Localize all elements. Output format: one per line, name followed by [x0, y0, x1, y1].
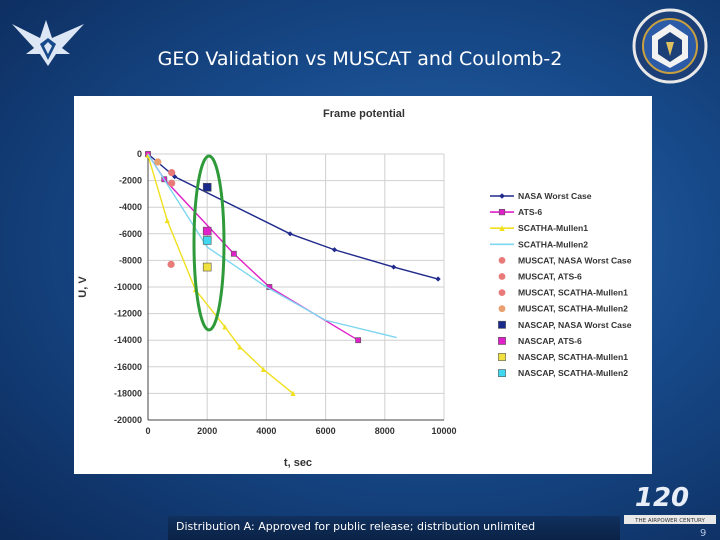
data-point-marker	[237, 344, 243, 350]
y-tick-label: -12000	[114, 309, 142, 319]
legend-entry-label: NASCAP, SCATHA-Mullen1	[518, 352, 628, 362]
validation-point-marker	[202, 262, 212, 272]
y-tick-label: -4000	[119, 202, 142, 212]
legend-swatch-marker	[498, 257, 506, 264]
data-point-marker	[391, 264, 397, 270]
legend-swatch-marker	[498, 305, 506, 313]
footer-bar	[168, 516, 620, 540]
data-point-marker	[230, 250, 237, 257]
legend-swatch-marker	[498, 337, 506, 345]
legend-entry-label: SCATHA-Mullen2	[518, 239, 588, 249]
page-number: 9	[700, 528, 707, 539]
series-line	[147, 153, 397, 339]
anniversary-caption: THE AIRPOWER CENTURY	[634, 518, 705, 524]
validation-point-marker	[167, 260, 175, 268]
legend-entry-label: ATS-6	[518, 207, 542, 217]
legend-entry-label: MUSCAT, SCATHA-Mullen1	[518, 288, 628, 298]
validation-point-marker	[168, 169, 176, 177]
legend-entry-label: NASCAP, NASA Worst Case	[518, 320, 632, 330]
x-tick-label: 10000	[431, 426, 456, 436]
anniversary-120-logo: 120 THE AIRPOWER CENTURY	[624, 483, 716, 524]
legend-entry-label: NASCAP, ATS-6	[518, 336, 582, 346]
highlight-ellipse	[192, 154, 226, 332]
frame-potential-chart: Frame potential t, sec U, V 0 -2000 -4000 -…	[77, 108, 632, 469]
legend-swatch-marker	[498, 369, 506, 377]
air-force-wings-logo	[12, 20, 84, 66]
validation-point-marker	[168, 179, 176, 187]
legend-swatch-marker	[498, 273, 506, 280]
validation-point-marker	[202, 236, 212, 245]
legend-entry-label: NASCAP, SCATHA-Mullen2	[518, 368, 628, 378]
x-axis-label: t, sec	[284, 457, 312, 469]
legend-swatch-marker	[499, 225, 505, 231]
y-axis-label: U, V	[77, 276, 89, 298]
legend-swatch-marker	[499, 193, 505, 199]
legend-entry-label: MUSCAT, ATS-6	[518, 272, 582, 282]
legend-swatch-marker	[498, 289, 506, 296]
legend-entry-label: SCATHA-Mullen1	[518, 223, 588, 233]
data-point-marker	[435, 276, 441, 282]
x-tick-label: 4000	[256, 426, 276, 436]
validation-point-marker	[202, 182, 212, 192]
y-tick-label: -6000	[119, 229, 142, 239]
legend-entry-label: MUSCAT, SCATHA-Mullen2	[518, 304, 628, 314]
data-point-marker	[260, 366, 267, 373]
data-point-marker	[287, 231, 293, 237]
distribution-statement: Distribution A: Approved for public rele…	[176, 520, 536, 533]
x-tick-label: 6000	[316, 426, 336, 436]
data-point-marker	[355, 337, 362, 344]
legend-entry-label: NASA Worst Case	[518, 191, 592, 201]
x-tick-label: 8000	[375, 426, 395, 436]
y-tick-label: 0	[137, 149, 142, 159]
y-tick-label: -10000	[114, 282, 142, 292]
y-tick-label: -8000	[119, 255, 142, 265]
validation-point-marker	[154, 158, 162, 166]
y-tick-label: -18000	[114, 388, 142, 398]
slide-title: GEO Validation vs MUSCAT and Coulomb-2	[157, 48, 563, 70]
legend-entry-label: MUSCAT, NASA Worst Case	[518, 255, 632, 265]
x-tick-label: 2000	[197, 426, 217, 436]
anniversary-120-text: 120	[635, 483, 689, 513]
data-point-marker	[222, 324, 228, 330]
legend-swatch-marker	[498, 209, 506, 216]
chart-title: Frame potential	[323, 108, 405, 120]
validation-point-marker	[202, 226, 212, 236]
chart-panel: Frame potential t, sec U, V 0 -2000 -4000 -…	[74, 96, 652, 474]
data-point-marker	[164, 217, 170, 224]
legend-swatch-marker	[498, 353, 506, 361]
data-point-marker	[331, 247, 338, 253]
command-emblem-seal	[632, 8, 708, 84]
x-tick-label: 0	[145, 426, 150, 436]
y-tick-label: -16000	[114, 362, 142, 372]
legend-swatch-marker	[498, 320, 506, 329]
data-point-marker	[290, 390, 296, 396]
y-tick-label: -2000	[119, 176, 142, 186]
y-tick-label: -14000	[114, 335, 142, 345]
y-tick-label: -20000	[114, 415, 142, 425]
